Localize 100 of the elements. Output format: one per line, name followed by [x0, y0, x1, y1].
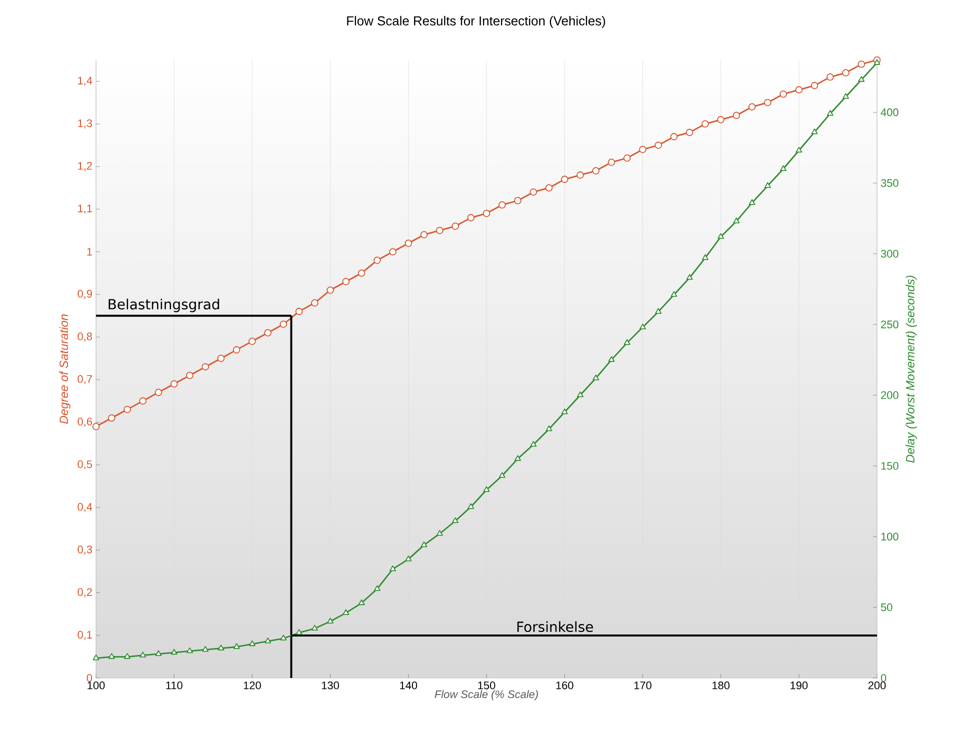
- point: [420, 231, 428, 238]
- point: [296, 629, 302, 635]
- y2-tick-label: 300: [880, 250, 898, 258]
- point: [436, 226, 444, 234]
- point: [826, 110, 834, 116]
- point: [561, 408, 568, 414]
- point: [420, 541, 428, 548]
- point: [405, 556, 412, 562]
- point: [202, 363, 209, 370]
- ref-line-label: Belastningsgrad: [108, 298, 220, 312]
- point: [124, 406, 131, 414]
- y2-tick-label: 0: [880, 674, 886, 682]
- x-tick-label: 180: [712, 682, 730, 690]
- point: [311, 299, 318, 307]
- point: [482, 210, 490, 218]
- point: [764, 182, 771, 188]
- y-tick-label: 0: [86, 674, 92, 682]
- y2-tick-label: 200: [881, 391, 898, 400]
- point: [639, 146, 646, 154]
- point: [842, 69, 850, 76]
- chart-title: Flow Scale Results for Intersection (Vehicles): [347, 16, 606, 28]
- point: [140, 652, 146, 658]
- x-tick-label: 130: [322, 682, 340, 690]
- point: [530, 188, 538, 196]
- point: [608, 356, 615, 362]
- point: [530, 441, 537, 447]
- point: [358, 269, 366, 277]
- point: [686, 128, 694, 136]
- point: [577, 392, 584, 398]
- point: [342, 609, 350, 615]
- y2-tick-label: 100: [881, 532, 898, 540]
- point: [718, 233, 724, 239]
- point: [218, 644, 224, 650]
- point: [124, 653, 130, 659]
- point: [92, 422, 100, 430]
- y2-tick-label: 400: [880, 108, 898, 116]
- point: [796, 146, 802, 153]
- point: [702, 120, 709, 128]
- point: [154, 388, 162, 396]
- point: [795, 86, 803, 94]
- point: [170, 648, 178, 655]
- point: [186, 372, 194, 380]
- point: [108, 653, 115, 659]
- x-tick-label: 100: [88, 682, 105, 690]
- point: [249, 640, 256, 646]
- ref-line-label: Forsinkelse: [517, 621, 593, 632]
- point: [327, 618, 334, 624]
- point: [264, 329, 272, 336]
- point: [326, 286, 334, 294]
- point: [389, 248, 396, 256]
- x-tick-label: 170: [634, 682, 652, 690]
- point: [811, 128, 818, 134]
- point: [452, 222, 459, 230]
- y-axis-title: Degree of Saturation: [59, 314, 70, 424]
- y-tick-label: 1,4: [78, 76, 92, 86]
- point: [576, 171, 584, 179]
- point: [498, 472, 506, 478]
- y-tick-label: 1: [87, 248, 92, 256]
- point: [858, 76, 865, 82]
- point: [295, 308, 303, 316]
- point: [139, 397, 147, 405]
- point: [374, 256, 381, 264]
- point: [826, 73, 834, 81]
- y-tick-label: 0,4: [78, 502, 92, 512]
- x-tick-label: 200: [868, 682, 886, 690]
- point: [217, 354, 225, 362]
- point: [670, 133, 678, 140]
- point: [202, 646, 209, 652]
- y-tick-label: 1,1: [78, 204, 92, 214]
- y-tick-label: 0,7: [78, 375, 92, 384]
- point: [467, 214, 475, 222]
- x-tick-label: 190: [790, 682, 808, 690]
- point: [468, 503, 474, 509]
- point: [640, 324, 646, 330]
- point: [280, 634, 287, 640]
- point: [155, 650, 162, 656]
- y2-tick-label: 350: [880, 179, 898, 187]
- point: [748, 103, 756, 111]
- y-tick-label: 0,1: [78, 630, 92, 640]
- point: [545, 184, 553, 192]
- point: [702, 254, 708, 260]
- x-tick-label: 110: [166, 682, 182, 690]
- point: [483, 486, 490, 492]
- point: [748, 199, 756, 205]
- point: [436, 530, 443, 536]
- y-tick-label: 1,2: [78, 162, 92, 172]
- y-tick-label: 0,5: [78, 460, 92, 470]
- point: [608, 158, 616, 166]
- point: [514, 455, 521, 461]
- y-tick-label: 0,3: [78, 546, 92, 555]
- point: [498, 201, 506, 209]
- point: [280, 320, 288, 328]
- point: [717, 116, 724, 124]
- point: [186, 647, 193, 654]
- point: [623, 154, 631, 162]
- point: [358, 599, 365, 606]
- point: [624, 339, 630, 345]
- point: [232, 346, 240, 354]
- point: [108, 414, 116, 422]
- y-tick-label: 1,3: [78, 119, 92, 128]
